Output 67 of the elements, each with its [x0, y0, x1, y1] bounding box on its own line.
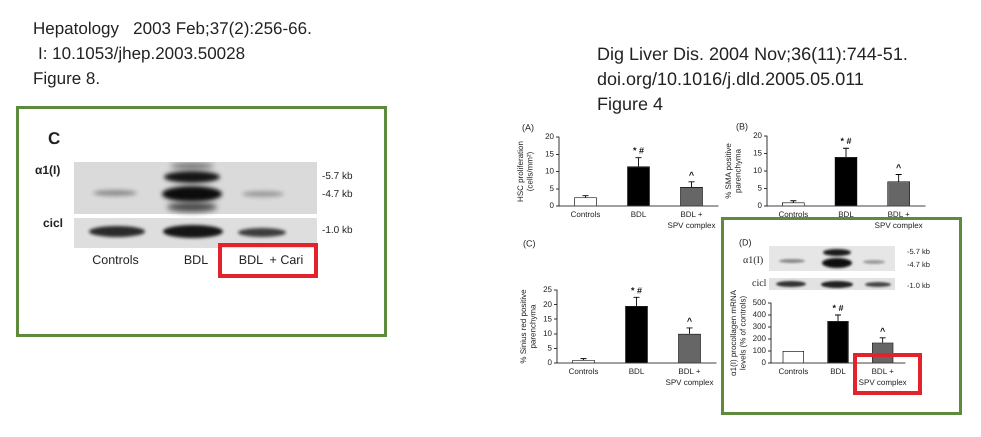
y-tick-label: 20 [753, 131, 763, 140]
annotation: ^ [688, 170, 695, 180]
text: BDL + Cari [238, 252, 304, 266]
y-tick-label: 100 [752, 346, 767, 356]
text: I: 10.1053/jhep.2003.50028 [38, 44, 246, 62]
y-axis-title: α1(I) procollagen mRNA levels (% of controls) [729, 289, 748, 376]
y-tick-label: 15 [753, 148, 763, 158]
annotation: ^ [686, 316, 693, 326]
text: -4.7 kb [322, 188, 353, 200]
annotation: ^ [880, 326, 886, 336]
x-tick-label: BDL [830, 366, 846, 376]
annotation: * # [632, 146, 644, 156]
chart-title: (C) [523, 238, 536, 248]
text: Hepatology 2003 Feb;37(2):256-66. [33, 19, 312, 38]
y-tick-label: 0 [548, 358, 553, 368]
y-tick-label: 0 [550, 201, 555, 210]
x-tick-label: Controls [570, 210, 600, 219]
y-tick-label: 5 [550, 184, 555, 193]
y-axis-title: HSC proliferation (cells/mm²) [516, 141, 535, 202]
y-tick-label: 0 [758, 201, 763, 210]
annotation: ^ [896, 162, 902, 172]
annotation: * # [832, 302, 844, 313]
y-tick-label: 5 [548, 344, 553, 353]
chart-title: (A) [522, 122, 534, 132]
text: α1(I) [35, 163, 60, 177]
text: cicl [43, 216, 64, 230]
x-tick-label: BDL + SPV complex [667, 210, 716, 230]
y-tick-label: 500 [752, 298, 767, 308]
x-tick-label: BDL [630, 210, 647, 219]
chart-title: (D) [739, 237, 752, 248]
y-tick-label: 200 [752, 334, 767, 344]
caption: Figure 4 [597, 94, 664, 114]
caption: Figure 8. [33, 68, 100, 88]
x-tick-label: BDL [838, 210, 854, 219]
text: cicl [752, 278, 766, 289]
y-tick-label: 25 [543, 285, 553, 294]
annotation: * # [630, 285, 642, 296]
text: -1.0 kb [322, 225, 353, 236]
text: C [48, 128, 60, 148]
annotation: * # [840, 136, 852, 146]
y-tick-label: 15 [543, 314, 553, 324]
y-axis-title: % SMA positive parenchyma [724, 142, 743, 199]
chart-title: (B) [736, 121, 748, 132]
y-tick-label: 10 [545, 166, 555, 176]
y-tick-label: 10 [543, 329, 553, 338]
x-tick-label: Controls [778, 366, 808, 376]
x-tick-label: BDL + SPV complex [665, 366, 714, 388]
y-tick-label: 20 [543, 300, 553, 309]
y-axis-title: % Sinius red positive parenchyma [519, 288, 538, 364]
x-tick-label: Controls [568, 366, 598, 376]
text: α1(I) [743, 255, 764, 266]
text: doi.org/10.1016/j.dld.2005.05.011 [597, 69, 864, 89]
y-tick-label: 20 [545, 132, 555, 142]
y-tick-label: 15 [545, 149, 555, 158]
y-tick-label: 300 [752, 322, 767, 332]
text: -5.7 kb [322, 171, 353, 182]
y-tick-label: 400 [752, 310, 767, 320]
x-tick-label: BDL + SPV complex [874, 210, 923, 230]
text: BDL [184, 252, 208, 266]
text: Dig Liver Dis. 2004 Nov;36(11):744-51. [597, 44, 908, 64]
text: Controls [92, 252, 139, 266]
x-tick-label: BDL + SPV complex [858, 366, 907, 388]
x-tick-label: BDL [628, 366, 645, 376]
y-tick-label: 5 [758, 184, 763, 193]
y-tick-label: 10 [753, 166, 763, 176]
y-tick-label: 0 [762, 358, 767, 368]
x-tick-label: Controls [778, 210, 808, 219]
